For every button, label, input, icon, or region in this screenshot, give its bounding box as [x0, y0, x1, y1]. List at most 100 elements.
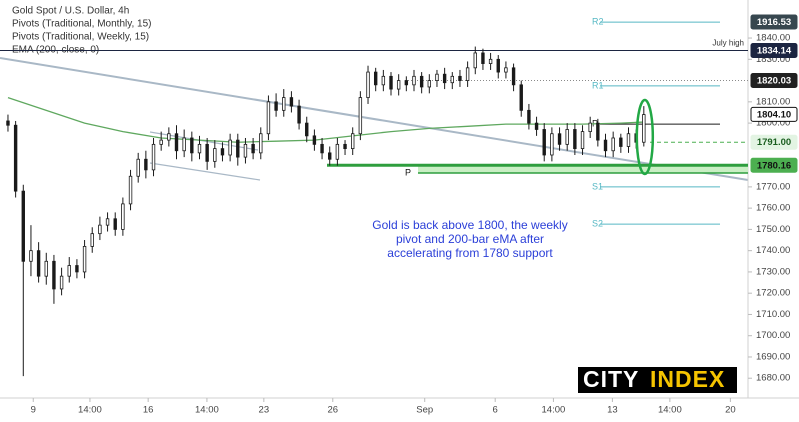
x-tick-label: 26 — [327, 405, 338, 416]
price-tag — [750, 73, 798, 89]
pivot-label: R1 — [592, 80, 604, 90]
y-tick-label: 1680.00 — [756, 373, 790, 384]
price-tag — [750, 106, 798, 122]
x-tick-label: 20 — [725, 405, 736, 416]
candle-body — [320, 143, 324, 154]
trend-line — [0, 57, 749, 181]
candle-body — [289, 97, 294, 107]
candle-body — [573, 129, 577, 150]
y-tick-label: 1760.00 — [756, 203, 790, 214]
x-tick-label: 14:00 — [78, 405, 102, 416]
candle-body — [243, 143, 248, 158]
candle-body — [611, 137, 615, 152]
price-tag — [750, 134, 798, 150]
legend-text: Gold Spot / U.S. Dollar, 4h — [12, 6, 129, 17]
candle-body — [29, 250, 33, 262]
candle-body — [52, 260, 56, 290]
candle-body — [450, 75, 454, 84]
candle-body — [266, 101, 271, 135]
x-tick-label: Sep — [416, 405, 433, 416]
candle-body — [473, 52, 477, 69]
annotation: accelerating from 1780 support — [387, 246, 553, 260]
candle-body — [419, 75, 424, 88]
pivot-label: S2 — [592, 218, 603, 228]
legend-text: Pivots (Traditional, Monthly, 15) — [12, 19, 152, 30]
candle-body — [328, 152, 332, 160]
candle-body — [259, 133, 263, 154]
candle-body — [527, 109, 531, 124]
level-note: July high — [712, 39, 744, 48]
candle-body — [251, 143, 255, 154]
candle-body — [588, 122, 592, 133]
candle-body — [335, 143, 340, 160]
highlight-ellipse — [635, 98, 655, 176]
candle-body — [366, 71, 370, 98]
candle-body — [121, 203, 125, 230]
candle-body — [626, 133, 631, 147]
candle-body — [427, 80, 432, 88]
candle-body — [404, 80, 409, 86]
x-tick-label: 9 — [31, 405, 36, 416]
candle-body — [167, 133, 171, 141]
candle-body — [358, 97, 363, 135]
pivot-label: S1 — [592, 181, 603, 191]
candle-body — [190, 137, 194, 154]
pivot-label: R2 — [592, 16, 604, 26]
candle-body — [396, 80, 401, 90]
candle-body — [550, 133, 554, 156]
x-tick-label: 16 — [143, 405, 154, 416]
price-tag — [750, 43, 798, 59]
candle-body — [174, 133, 179, 152]
candle-body — [136, 158, 140, 177]
candle-body — [21, 190, 25, 262]
candle-body — [151, 143, 156, 171]
annotation: pivot and 200-bar eMA after — [396, 232, 544, 246]
price-tag — [750, 14, 798, 30]
candle-body — [511, 67, 516, 86]
support-band — [418, 165, 748, 174]
candle-body — [642, 114, 646, 143]
candle-body — [496, 58, 500, 73]
candle-body — [519, 84, 523, 111]
y-tick-label: 1700.00 — [756, 330, 790, 341]
logo-text: INDEX — [650, 366, 725, 392]
candle-body — [596, 122, 600, 141]
candle-body — [274, 101, 278, 111]
candle-body — [228, 139, 232, 156]
y-tick-label: 1710.00 — [756, 309, 790, 320]
candle-body — [435, 73, 439, 81]
y-tick-label: 1770.00 — [756, 181, 790, 192]
candle-body — [213, 148, 217, 162]
candle-body — [44, 260, 48, 277]
candle-body — [351, 133, 355, 150]
candle-body — [113, 218, 117, 230]
price-tag-label: 1791.00 — [757, 137, 791, 148]
candle-body — [205, 143, 209, 162]
candle-body — [197, 143, 202, 154]
candle-body — [312, 135, 317, 145]
x-tick-label: 14:00 — [542, 405, 566, 416]
candle-body — [542, 129, 546, 156]
candle-body — [389, 75, 393, 90]
candle-body — [297, 105, 301, 124]
candle-body — [373, 71, 378, 86]
logo-box — [578, 367, 737, 393]
candle-body — [128, 175, 133, 205]
channel-line — [149, 162, 261, 181]
candle-body — [36, 250, 41, 277]
candle-body — [504, 67, 508, 73]
candle-body — [557, 133, 562, 145]
y-tick-label: 1750.00 — [756, 224, 790, 235]
candle-body — [565, 129, 569, 145]
candle-body — [75, 265, 79, 273]
candle-body — [603, 139, 608, 152]
price-tag-label: 1916.53 — [757, 17, 791, 28]
candle-body — [82, 246, 87, 273]
candle-body — [458, 75, 462, 81]
candle-body — [144, 158, 148, 171]
ema-line — [7, 96, 644, 143]
candle-body — [619, 137, 623, 147]
candle-body — [282, 97, 286, 111]
